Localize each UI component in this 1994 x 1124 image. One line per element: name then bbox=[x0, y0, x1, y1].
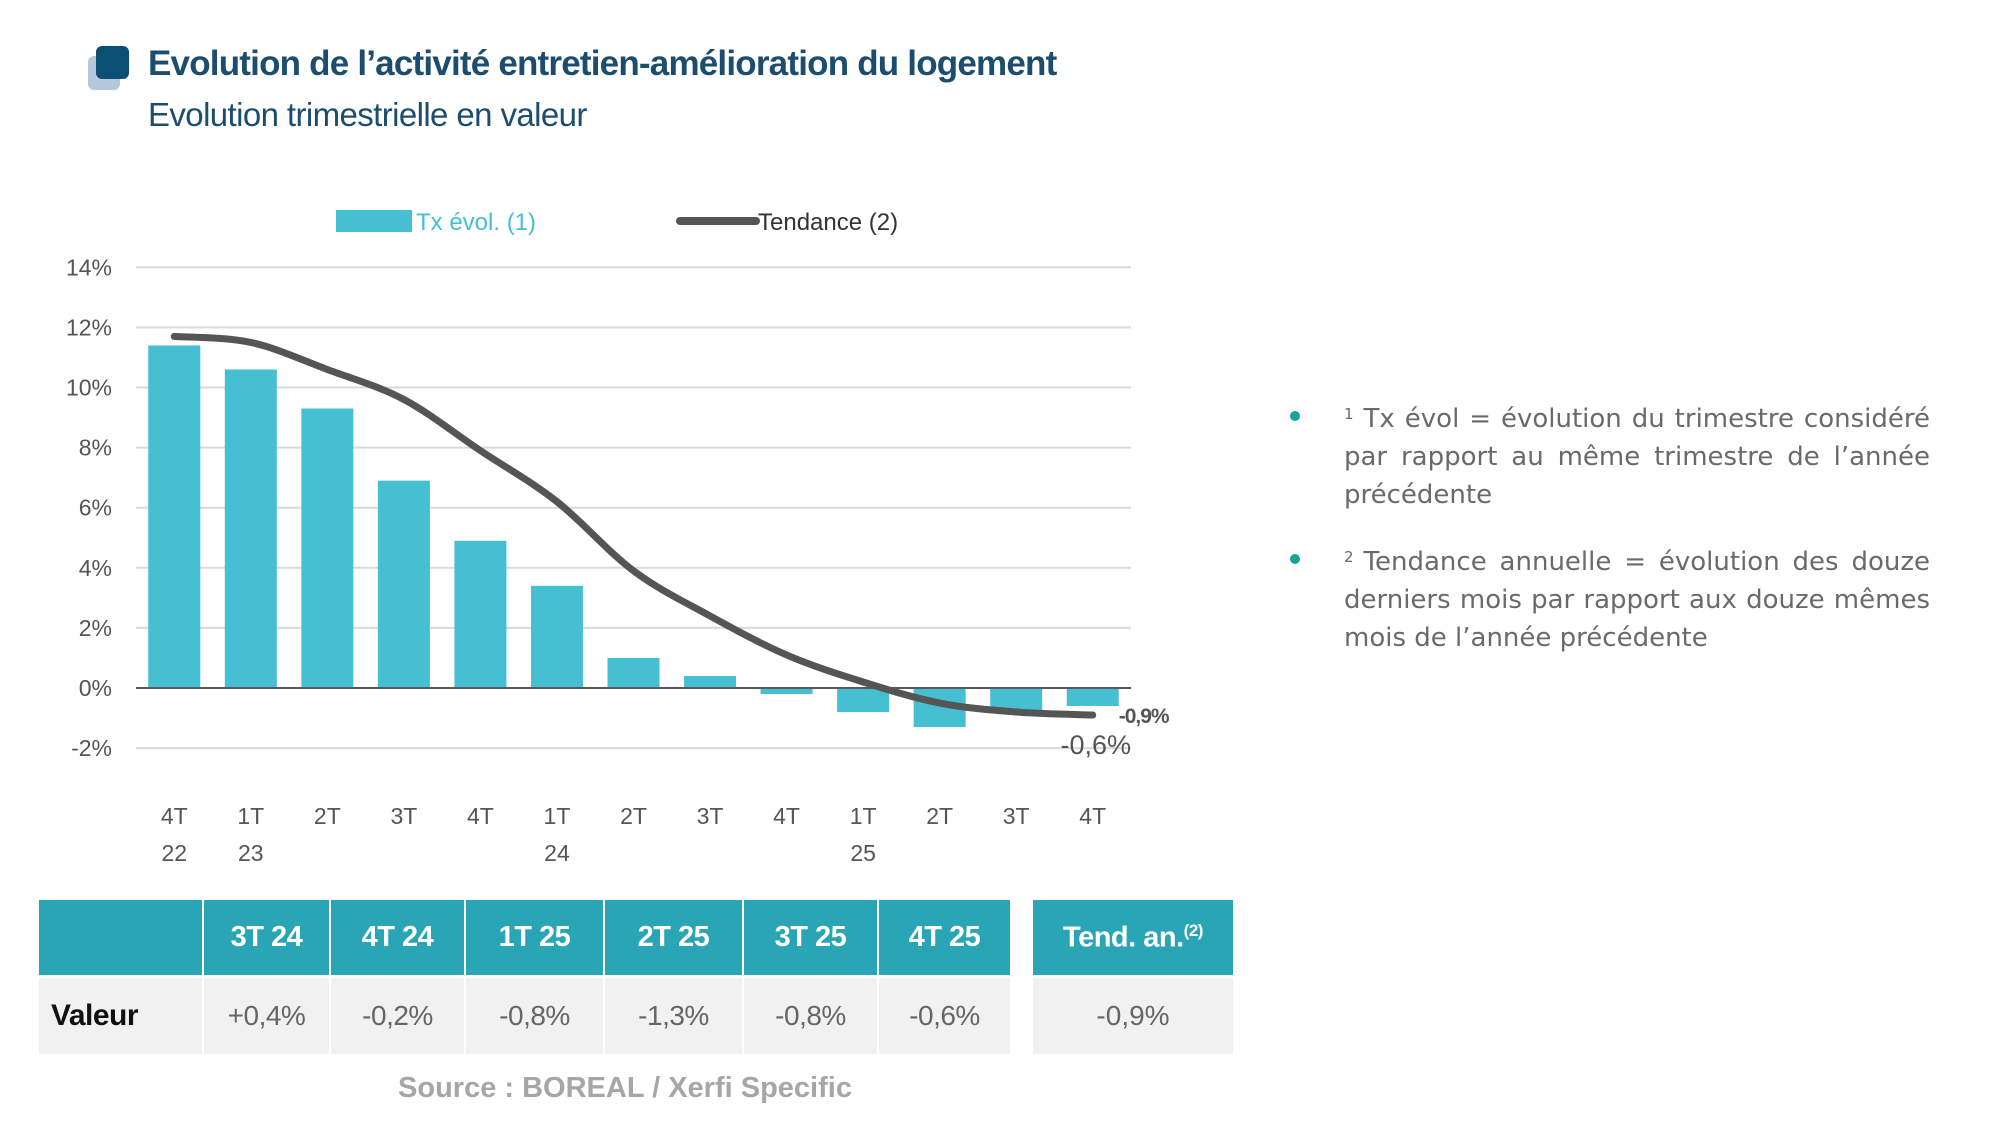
footnotes: 1 Tx évol = évolution du trimestre consid… bbox=[1290, 395, 1930, 681]
header-cell: 3T 24 bbox=[203, 900, 331, 977]
x-tick-label: 3T bbox=[1003, 803, 1030, 829]
header-cell: 4T 24 bbox=[330, 900, 466, 977]
trend-table: Tend. an.(2) -0,9% bbox=[1033, 900, 1233, 1054]
page-subtitle: Evolution trimestrielle en valeur bbox=[148, 96, 587, 133]
value-cell: -0,8% bbox=[465, 975, 605, 1054]
legend: Tx évol. (1) Tendance (2) bbox=[336, 209, 898, 236]
trend-header: Tend. an.(2) bbox=[1033, 900, 1233, 977]
x-tick-label: 1T bbox=[544, 803, 571, 829]
footnote-text: Tendance annuelle = évolution des douze … bbox=[1344, 547, 1930, 653]
y-tick-label: 2% bbox=[79, 615, 112, 641]
bar bbox=[454, 540, 507, 688]
bar bbox=[148, 345, 201, 688]
header-cell: 3T 25 bbox=[743, 900, 879, 977]
y-tick-label: 4% bbox=[79, 555, 112, 581]
stacked-squares-icon bbox=[88, 46, 132, 90]
x-tick-year-label: 25 bbox=[850, 840, 876, 866]
legend-bar-swatch bbox=[336, 210, 412, 232]
header-cell: 1T 25 bbox=[465, 900, 605, 977]
y-tick-label: 6% bbox=[79, 495, 112, 521]
x-tick-label: 4T bbox=[161, 803, 188, 829]
x-tick-label: 2T bbox=[314, 803, 341, 829]
row-label: Valeur bbox=[39, 975, 204, 1054]
legend-bar-label: Tx évol. (1) bbox=[416, 209, 536, 236]
values-table-header-row: 3T 24 4T 24 1T 25 2T 25 3T 25 4T 25 bbox=[39, 900, 1012, 977]
y-axis-ticks: -2% 0% 2% 4% 6% 8% 10% 12% 14% bbox=[66, 254, 112, 761]
x-tick-label: 1T bbox=[237, 803, 264, 829]
bullet-icon bbox=[1290, 554, 1300, 564]
bar bbox=[301, 408, 354, 688]
stacked-squares-icon-front bbox=[96, 46, 129, 79]
footnote-marker: 2 bbox=[1344, 548, 1354, 566]
footnote-marker: 1 bbox=[1344, 405, 1354, 423]
value-cell: +0,4% bbox=[203, 975, 331, 1054]
footnote-1: 1 Tx évol = évolution du trimestre consid… bbox=[1290, 395, 1930, 514]
bars bbox=[148, 345, 1119, 728]
y-tick-label: 10% bbox=[66, 375, 112, 401]
value-cell: -1,3% bbox=[604, 975, 744, 1054]
x-tick-label: 1T bbox=[850, 803, 877, 829]
x-tick-label: 2T bbox=[620, 803, 647, 829]
bar bbox=[1066, 688, 1119, 707]
x-axis-ticks: 4T 22 1T 23 2T 3T 4T 1T 24 2T 3T 4T 1T 25 2T 3T 4T bbox=[161, 803, 1106, 866]
y-tick-label: 8% bbox=[79, 435, 112, 461]
bar bbox=[760, 688, 813, 695]
x-tick-label: 3T bbox=[390, 803, 417, 829]
trend-header-marker: (2) bbox=[1183, 920, 1204, 940]
legend-line-label: Tendance (2) bbox=[758, 209, 898, 236]
x-tick-label: 2T bbox=[926, 803, 953, 829]
y-tick-label: 12% bbox=[66, 314, 112, 340]
y-tick-label: 0% bbox=[79, 675, 112, 701]
footnote-2: 2 Tendance annuelle = évolution des douze… bbox=[1290, 538, 1930, 657]
header-cell: 2T 25 bbox=[604, 900, 744, 977]
value-cell: -0,8% bbox=[743, 975, 879, 1054]
value-cell: -0,6% bbox=[878, 975, 1012, 1054]
bar-end-label: -0,6% bbox=[1060, 730, 1131, 760]
x-tick-year-label: 22 bbox=[161, 840, 187, 866]
x-tick-label: 4T bbox=[467, 803, 494, 829]
trend-header-label: Tend. an. bbox=[1063, 921, 1184, 954]
header-cell: 4T 25 bbox=[878, 900, 1012, 977]
bar bbox=[837, 688, 890, 713]
bar bbox=[607, 657, 660, 688]
x-tick-year-label: 23 bbox=[238, 840, 264, 866]
x-tick-label: 4T bbox=[773, 803, 800, 829]
page-title: Evolution de l’activité entretien-amélio… bbox=[148, 44, 1057, 83]
bullet-icon bbox=[1290, 411, 1300, 421]
x-tick-label: 3T bbox=[697, 803, 724, 829]
x-tick-year-label: 24 bbox=[544, 840, 570, 866]
header-cell-empty bbox=[39, 900, 204, 977]
trend-value: -0,9% bbox=[1033, 975, 1233, 1054]
chart: Tx évol. (1) Tendance (2) -2% 0% 2% 4% 6% 8% 1… bbox=[66, 209, 1171, 866]
y-tick-label: 14% bbox=[66, 254, 112, 280]
value-cell: -0,2% bbox=[330, 975, 466, 1054]
values-table: 3T 24 4T 24 1T 25 2T 25 3T 25 4T 25 Vale… bbox=[39, 900, 1012, 1054]
bar bbox=[224, 369, 277, 688]
trend-line bbox=[170, 332, 1097, 719]
bar bbox=[530, 585, 583, 688]
values-table-row: Valeur +0,4% -0,2% -0,8% -1,3% -0,8% -0,… bbox=[39, 975, 1012, 1054]
trend-end-label: -0,9% bbox=[1119, 705, 1170, 728]
source-note: Source : BOREAL / Xerfi Specific bbox=[398, 1072, 852, 1104]
bar bbox=[377, 480, 430, 688]
y-tick-label: -2% bbox=[71, 735, 112, 761]
x-tick-label: 4T bbox=[1079, 803, 1106, 829]
footnote-text: Tx évol = évolution du trimestre considé… bbox=[1344, 404, 1930, 510]
bar bbox=[684, 675, 737, 688]
